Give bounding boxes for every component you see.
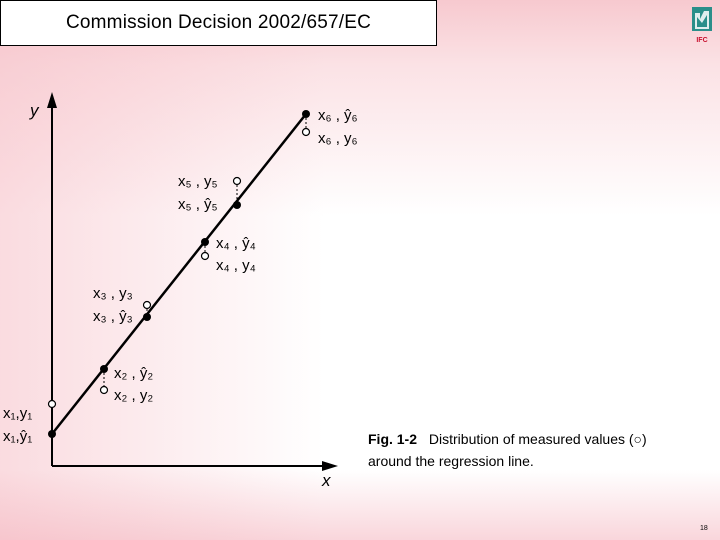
figure-caption-text: Distribution of measured values (○) bbox=[429, 431, 647, 447]
fitted-point-2 bbox=[100, 365, 108, 373]
label-measured-4: x₄ , y₄ bbox=[216, 257, 256, 274]
y-axis-label: y bbox=[29, 101, 40, 120]
measured-point-3 bbox=[142, 300, 152, 310]
page-title: Commission Decision 2002/657/EC bbox=[65, 12, 372, 33]
fitted-point-6 bbox=[302, 110, 310, 118]
fitted-point-1 bbox=[48, 430, 56, 438]
label-fitted-3: x₃ , ŷ₃ bbox=[93, 308, 133, 325]
page-number: 18 bbox=[700, 525, 708, 532]
regression-figure: y x x₁,y₁ x₁,ŷ₁ x₂ , ŷ₂ x₂ , y₂ x₃ bbox=[0, 88, 720, 490]
label-fitted-1: x₁,ŷ₁ bbox=[3, 428, 32, 445]
label-measured-1: x₁,y₁ bbox=[3, 405, 32, 422]
slide-background-bottom bbox=[0, 470, 720, 540]
measured-point-6 bbox=[301, 127, 311, 137]
label-measured-3: x₃ , y₃ bbox=[93, 285, 133, 302]
label-fitted-6: x₆ , ŷ₆ bbox=[318, 107, 358, 124]
label-fitted-2: x₂ , ŷ₂ bbox=[114, 365, 153, 382]
figure-caption-line2: around the regression line. bbox=[368, 453, 534, 469]
figure-caption-line1: Fig. 1-2 Distribution of measured values… bbox=[368, 431, 647, 447]
logo-text: IFC bbox=[696, 37, 707, 44]
measured-point-5 bbox=[232, 176, 242, 186]
regression-diagram: y x x₁,y₁ x₁,ŷ₁ x₂ , ŷ₂ x₂ , y₂ x₃ bbox=[3, 92, 647, 490]
fitted-point-5 bbox=[233, 201, 241, 209]
figure-caption-label: Fig. 1-2 bbox=[368, 431, 417, 447]
y-axis-arrow bbox=[47, 92, 57, 108]
x-axis-arrow bbox=[322, 461, 338, 471]
label-fitted-4: x₄ , ŷ₄ bbox=[216, 235, 256, 252]
fitted-point-4 bbox=[201, 238, 209, 246]
measured-point-2 bbox=[99, 385, 109, 395]
title-box: Commission Decision 2002/657/EC bbox=[0, 0, 437, 46]
ifc-logo: IFC bbox=[692, 7, 712, 44]
fitted-point-3 bbox=[143, 313, 151, 321]
x-axis-label: x bbox=[321, 471, 331, 486]
measured-point-1 bbox=[47, 399, 57, 409]
label-fitted-5: x₅ , ŷ₅ bbox=[178, 196, 218, 213]
measured-point-4 bbox=[200, 251, 210, 261]
regression-line bbox=[51, 113, 307, 435]
label-measured-2: x₂ , y₂ bbox=[114, 387, 153, 404]
label-measured-6: x₆ , y₆ bbox=[318, 130, 358, 147]
label-measured-5: x₅ , y₅ bbox=[178, 173, 218, 190]
